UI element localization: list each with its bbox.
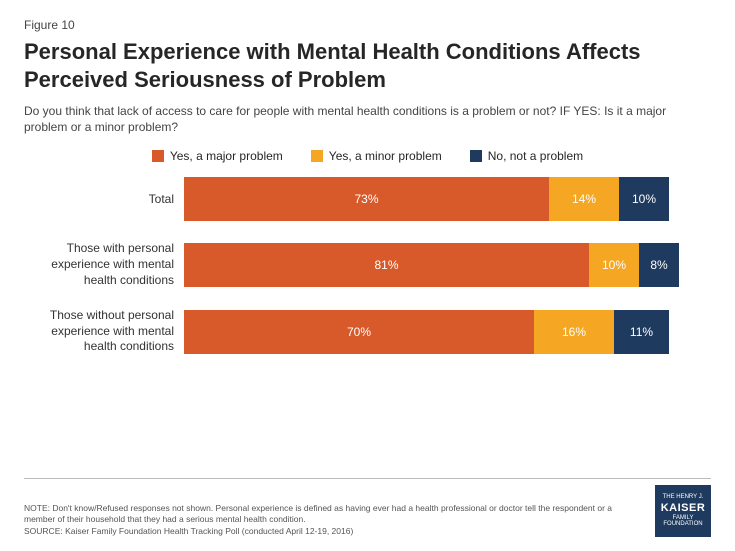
bar-row: Total73%14%10% bbox=[24, 177, 711, 221]
footer: NOTE: Don't know/Refused responses not s… bbox=[24, 478, 711, 537]
bar-row: Those without personal experience with m… bbox=[24, 308, 711, 355]
legend-label: Yes, a minor problem bbox=[329, 149, 442, 163]
legend-swatch bbox=[152, 150, 164, 162]
chart-subtitle: Do you think that lack of access to care… bbox=[24, 103, 694, 135]
logo-line3: FAMILY bbox=[673, 515, 694, 522]
bar-segment: 81% bbox=[184, 243, 589, 287]
legend-label: No, not a problem bbox=[488, 149, 583, 163]
bar-track: 81%10%8% bbox=[184, 243, 684, 287]
bar-row-label: Those with personal experience with ment… bbox=[24, 241, 184, 288]
legend-item: No, not a problem bbox=[470, 149, 583, 163]
bar-segment: 10% bbox=[619, 177, 669, 221]
figure-label: Figure 10 bbox=[24, 18, 711, 32]
bar-segment: 70% bbox=[184, 310, 534, 354]
footer-notes: NOTE: Don't know/Refused responses not s… bbox=[24, 503, 624, 537]
stacked-bar-chart: Total73%14%10%Those with personal experi… bbox=[24, 177, 711, 355]
logo-line2: KAISER bbox=[661, 502, 706, 514]
bar-track: 70%16%11% bbox=[184, 310, 684, 354]
legend-label: Yes, a major problem bbox=[170, 149, 283, 163]
logo-line4: FOUNDATION bbox=[663, 521, 702, 528]
legend: Yes, a major problem Yes, a minor problem… bbox=[24, 149, 711, 163]
logo-line1: THE HENRY J. bbox=[663, 494, 704, 501]
bar-row: Those with personal experience with ment… bbox=[24, 241, 711, 288]
legend-item: Yes, a minor problem bbox=[311, 149, 442, 163]
legend-item: Yes, a major problem bbox=[152, 149, 283, 163]
bar-segment: 8% bbox=[639, 243, 679, 287]
bar-row-label: Those without personal experience with m… bbox=[24, 308, 184, 355]
bar-segment: 16% bbox=[534, 310, 614, 354]
legend-swatch bbox=[470, 150, 482, 162]
legend-swatch bbox=[311, 150, 323, 162]
note-text: NOTE: Don't know/Refused responses not s… bbox=[24, 503, 624, 526]
bar-row-label: Total bbox=[24, 192, 184, 208]
bar-segment: 73% bbox=[184, 177, 549, 221]
kaiser-logo: THE HENRY J. KAISER FAMILY FOUNDATION bbox=[655, 485, 711, 537]
source-text: SOURCE: Kaiser Family Foundation Health … bbox=[24, 526, 624, 537]
bar-segment: 11% bbox=[614, 310, 669, 354]
chart-title: Personal Experience with Mental Health C… bbox=[24, 38, 711, 93]
bar-segment: 14% bbox=[549, 177, 619, 221]
bar-track: 73%14%10% bbox=[184, 177, 684, 221]
bar-segment: 10% bbox=[589, 243, 639, 287]
